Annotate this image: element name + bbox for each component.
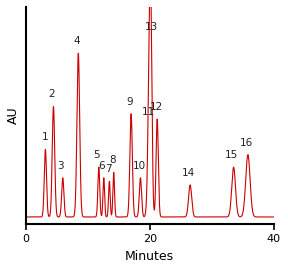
Text: 4: 4	[73, 36, 80, 46]
Text: 10: 10	[132, 161, 146, 171]
Text: 1: 1	[42, 132, 49, 142]
Text: 11: 11	[142, 107, 155, 117]
Text: 15: 15	[225, 150, 238, 160]
Text: 9: 9	[126, 97, 133, 107]
Y-axis label: AU: AU	[7, 107, 20, 124]
Text: 3: 3	[58, 161, 64, 171]
Text: 13: 13	[144, 22, 158, 32]
Text: 2: 2	[48, 89, 55, 100]
Text: 6: 6	[98, 161, 105, 171]
Text: 14: 14	[182, 168, 195, 178]
X-axis label: Minutes: Minutes	[125, 250, 174, 263]
Text: 7: 7	[105, 164, 111, 174]
Text: 8: 8	[109, 155, 116, 165]
Text: 12: 12	[149, 102, 163, 112]
Text: 5: 5	[93, 150, 100, 160]
Text: 16: 16	[239, 137, 253, 147]
